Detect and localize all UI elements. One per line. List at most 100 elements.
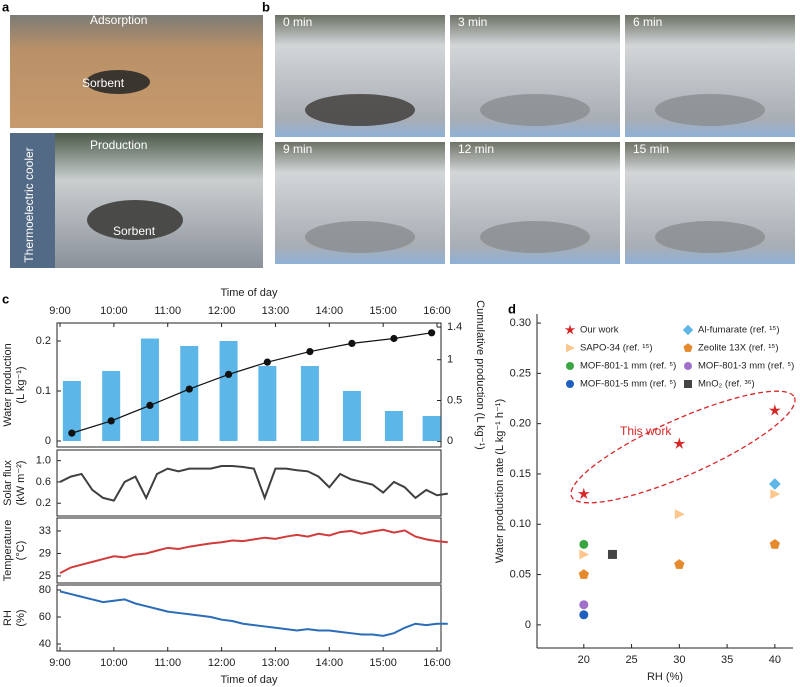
- y-tick-label: 60: [39, 611, 51, 623]
- legend-label: Our work: [580, 325, 619, 336]
- y-tick-label: 0.15: [510, 468, 531, 480]
- marker: [577, 487, 590, 500]
- y-axis-label: Water production rate (L kg⁻¹ h⁻¹): [494, 399, 506, 563]
- panel-a: a Adsorption Sorbent Production Sorbent …: [2, 0, 263, 268]
- y2-tick-label: 0.5: [447, 394, 462, 406]
- x-tick-label: 10:00: [100, 657, 128, 669]
- point: [68, 429, 76, 437]
- legend-marker: [684, 380, 692, 388]
- panel-label: d: [508, 301, 516, 316]
- x-axis-label: Time of day: [220, 674, 278, 686]
- sorbent-dish: [305, 221, 415, 253]
- y2-tick-label: 1: [447, 354, 453, 366]
- y-tick-label: 0.2: [36, 497, 51, 509]
- x-tick-label: 14:00: [316, 305, 344, 317]
- x-tick-label: 16:00: [423, 305, 451, 317]
- bar: [219, 341, 238, 441]
- bar: [258, 366, 277, 441]
- sorbent-dish: [86, 70, 150, 94]
- annotation: This work: [620, 424, 672, 438]
- y-axis-label: (kW m⁻²): [15, 461, 27, 506]
- line: [59, 464, 448, 502]
- x-tick-label: 16:00: [423, 657, 451, 669]
- plot-frame: [56, 584, 442, 652]
- x-tick-label: 12:00: [208, 657, 236, 669]
- point: [263, 358, 271, 366]
- point: [390, 334, 398, 343]
- legend-marker: [566, 380, 574, 388]
- sorbent-dish: [87, 200, 183, 240]
- x-tick-label: 14:00: [316, 657, 344, 669]
- point: [224, 370, 233, 378]
- y-axis-label: Temperature: [2, 520, 14, 582]
- y2-axis-label: Cumulative production (L kg⁻¹): [474, 300, 486, 450]
- bar: [140, 338, 159, 441]
- bar: [300, 366, 319, 441]
- marker: [579, 539, 589, 549]
- bar: [384, 411, 403, 441]
- photo-label: Sorbent: [113, 224, 156, 238]
- x-tick-label: 11:00: [154, 657, 181, 669]
- line: [71, 332, 432, 434]
- legend-marker: [566, 343, 575, 353]
- frame-label: 6 min: [633, 15, 662, 29]
- y-tick-label: 25: [39, 570, 51, 582]
- y-tick-label: 80: [39, 584, 51, 596]
- sorbent-dish: [655, 94, 765, 126]
- marker: [674, 509, 685, 520]
- y-tick-label: 0.30: [510, 317, 531, 329]
- sorbent-dish: [655, 221, 765, 253]
- y-tick-label: 0.6: [36, 476, 51, 488]
- legend-label: MOF-801-5 mm (ref. ⁵): [580, 379, 676, 390]
- panel-label: c: [2, 291, 9, 306]
- legend-label: MOF-801-3 mm (ref. ⁵): [698, 361, 794, 372]
- legend-label: MnO₂ (ref. ³⁶): [698, 379, 755, 390]
- y-tick-label: 1.0: [36, 455, 51, 467]
- x-tick-label: 9:00: [49, 657, 70, 669]
- x-axis-label: RH (%): [647, 671, 683, 683]
- photo-label: Thermoelectric cooler: [22, 147, 36, 262]
- x-tick-label: 15:00: [369, 305, 397, 317]
- marker: [768, 404, 781, 416]
- y-axis-label: RH: [2, 610, 14, 626]
- legend-label: Al-fumarate (ref. ¹⁵): [698, 325, 780, 336]
- point: [348, 339, 356, 347]
- sorbent-dish: [480, 94, 590, 126]
- cooler: [10, 133, 55, 268]
- point: [428, 329, 436, 337]
- x-tick-label: 20: [578, 654, 590, 666]
- y-tick-label: 0.2: [36, 335, 51, 347]
- point: [306, 347, 314, 356]
- y-tick-label: 40: [39, 638, 51, 650]
- plot-frame: [56, 517, 442, 584]
- legend-marker: [682, 324, 694, 336]
- legend-marker: [684, 362, 692, 370]
- legend-label: Zeolite 13X (ref. ¹⁵): [698, 343, 779, 354]
- x-axis-label: Time of day: [220, 287, 278, 299]
- y-tick-label: 0.05: [510, 568, 531, 580]
- legend-label: SAPO-34 (ref. ¹⁵): [580, 343, 653, 354]
- frame-label: 0 min: [283, 15, 312, 29]
- line: [59, 590, 448, 637]
- x-tick-label: 13:00: [262, 657, 290, 669]
- x-tick-label: 25: [625, 654, 637, 666]
- legend-marker: [683, 343, 693, 352]
- x-tick-label: 35: [721, 654, 733, 666]
- x-tick-label: 11:00: [154, 305, 181, 317]
- marker: [579, 600, 589, 610]
- y-axis-label: Water production: [2, 343, 14, 426]
- y-tick-label: 0.25: [510, 367, 531, 379]
- plot-frame: [56, 449, 442, 517]
- frame-label: 9 min: [283, 142, 312, 156]
- bar: [422, 416, 441, 441]
- y-axis-label: (°C): [15, 541, 27, 561]
- line: [59, 528, 448, 575]
- y-tick-label: 29: [39, 547, 51, 559]
- legend-marker: [566, 362, 574, 370]
- photo-label: Production: [90, 138, 147, 152]
- panel-b: b 0 min 3 min 6 min 9 min 12 min 15 min: [262, 0, 795, 264]
- y-tick-label: 0: [525, 619, 531, 631]
- point: [107, 417, 115, 425]
- plot-frame: [56, 322, 442, 448]
- highlight-ellipse: [570, 390, 796, 504]
